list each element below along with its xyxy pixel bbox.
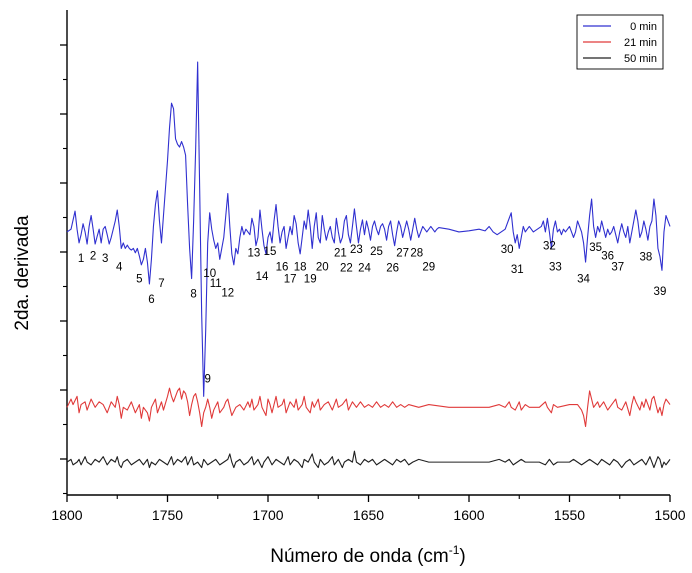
peak-label: 2 — [90, 250, 96, 262]
y-axis — [60, 44, 67, 495]
peak-label: 7 — [158, 278, 164, 290]
legend: 0 min 21 min 50 min — [576, 14, 664, 70]
x-tick-label: 1550 — [554, 507, 585, 523]
peak-label: 10 — [203, 268, 216, 280]
peak-label: 33 — [549, 261, 562, 273]
series-line-21-min — [66, 387, 671, 428]
peak-label: 31 — [511, 264, 524, 276]
x-axis-title-close: ) — [459, 546, 465, 567]
series-layer — [66, 61, 671, 469]
peak-label: 6 — [148, 294, 154, 306]
series-line-50-min — [66, 450, 671, 469]
peak-label: 17 — [284, 273, 297, 285]
peak-label: 3 — [102, 253, 108, 265]
legend-label: 50 min — [624, 53, 657, 65]
series-line-0-min — [66, 61, 671, 397]
peak-label: 14 — [256, 271, 269, 283]
plot-frame — [66, 10, 670, 496]
peak-label: 30 — [501, 244, 514, 256]
peak-label: 22 — [340, 262, 353, 274]
peak-label: 4 — [116, 261, 123, 273]
legend-label: 21 min — [624, 37, 657, 49]
peak-label: 8 — [190, 289, 196, 301]
peak-label: 32 — [543, 240, 556, 252]
peak-label: 36 — [601, 250, 614, 262]
peak-label: 23 — [350, 244, 363, 256]
peak-label: 37 — [611, 261, 624, 273]
peak-label: 25 — [370, 246, 383, 258]
x-tick-label: 1650 — [353, 507, 384, 523]
legend-label: 0 min — [630, 21, 657, 33]
peak-label: 1 — [78, 253, 84, 265]
peak-label: 26 — [386, 262, 399, 274]
peak-label: 16 — [276, 261, 289, 273]
peak-label: 21 — [334, 248, 347, 260]
peak-label: 27 — [396, 248, 409, 260]
peak-label: 13 — [248, 248, 261, 260]
x-axis-title-superscript: -1 — [449, 543, 460, 557]
peak-label: 28 — [410, 248, 423, 260]
x-tick-label: 1700 — [252, 507, 283, 523]
peak-label: 24 — [358, 262, 371, 274]
peak-label: 18 — [294, 261, 307, 273]
peak-label: 11 — [210, 278, 222, 290]
peak-label: 20 — [316, 261, 329, 273]
x-tick-label: 1800 — [51, 507, 82, 523]
x-tick-label: 1600 — [453, 507, 484, 523]
x-tick-label: 1500 — [654, 507, 685, 523]
x-axis-title: Número de onda (cm-1) — [270, 543, 465, 567]
peak-label: 29 — [422, 261, 435, 273]
y-axis-title: 2da. derivada — [12, 215, 33, 331]
peak-labels: 1 2 34567891011121314151617181920212223242… — [78, 240, 666, 385]
peak-label: 12 — [221, 288, 234, 300]
peak-label: 39 — [654, 286, 667, 298]
peak-label: 19 — [304, 273, 317, 285]
peak-label: 38 — [639, 251, 652, 263]
x-tick-label: 1750 — [152, 507, 183, 523]
peak-label: 15 — [264, 246, 277, 258]
peak-label: 34 — [577, 273, 590, 285]
peak-label: 5 — [136, 273, 142, 285]
legend-box — [576, 14, 664, 70]
peak-label: 9 — [204, 374, 210, 386]
peak-label: 35 — [589, 242, 602, 254]
x-axis-title-main: Número de onda (cm — [270, 546, 448, 567]
x-axis: 1800 1750 1700 1650 1600 1550 1500 — [51, 495, 686, 523]
